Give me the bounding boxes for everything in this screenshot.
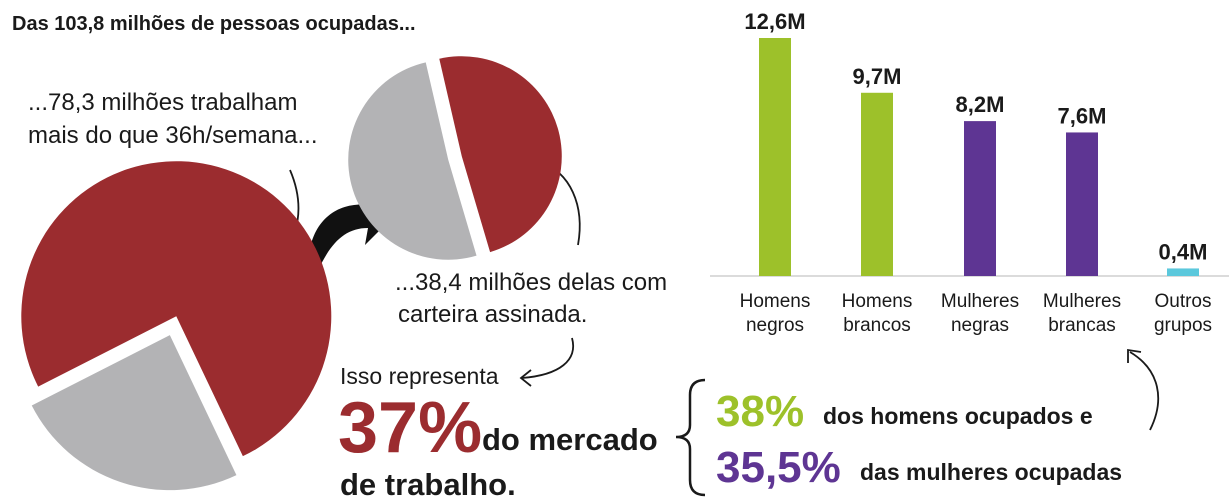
pie-slice (21, 161, 332, 457)
share-text: de trabalho. (340, 467, 516, 502)
annotation: Isso representa (340, 363, 499, 389)
category-label: Homens negros (739, 291, 811, 336)
arrow (519, 369, 532, 387)
arrow (1127, 348, 1142, 363)
bar (759, 38, 791, 276)
value-label: 8,2M (956, 92, 1005, 117)
category-label: Outros grupos (1153, 291, 1213, 336)
arrow (1129, 351, 1159, 431)
annotation: mais do que 36h/semana... (28, 122, 318, 149)
men-text: dos homens ocupados e (823, 403, 1093, 429)
value-label: 12,6M (744, 9, 805, 34)
bar (964, 121, 996, 276)
pie-slice (439, 56, 562, 253)
value-label: 7,6M (1058, 103, 1107, 128)
title: Das 103,8 milhões de pessoas ocupadas... (12, 13, 416, 35)
value-label: 9,7M (853, 64, 902, 89)
annotation: ...78,3 milhões trabalham (28, 89, 297, 116)
men-share: 38% (716, 387, 804, 436)
category-label: Homens brancos (841, 291, 913, 336)
bar (1066, 132, 1098, 276)
category-label: Mulheres negras (940, 291, 1020, 336)
women-share: 35,5% (716, 443, 841, 492)
pie-slice (348, 62, 477, 260)
arrow (521, 337, 574, 379)
brace (675, 378, 706, 497)
share-text: do mercado (482, 422, 658, 457)
bar (1167, 268, 1199, 276)
share: 37% (338, 388, 482, 468)
annotation: ...38,4 milhões delas com (395, 269, 667, 296)
women-text: das mulheres ocupadas (860, 459, 1122, 485)
pie-slice (31, 335, 237, 491)
bar (861, 92, 893, 277)
annotation: carteira assinada. (398, 301, 587, 328)
category-label: Mulheres brancas (1042, 291, 1122, 336)
value-label: 0,4M (1159, 239, 1208, 264)
